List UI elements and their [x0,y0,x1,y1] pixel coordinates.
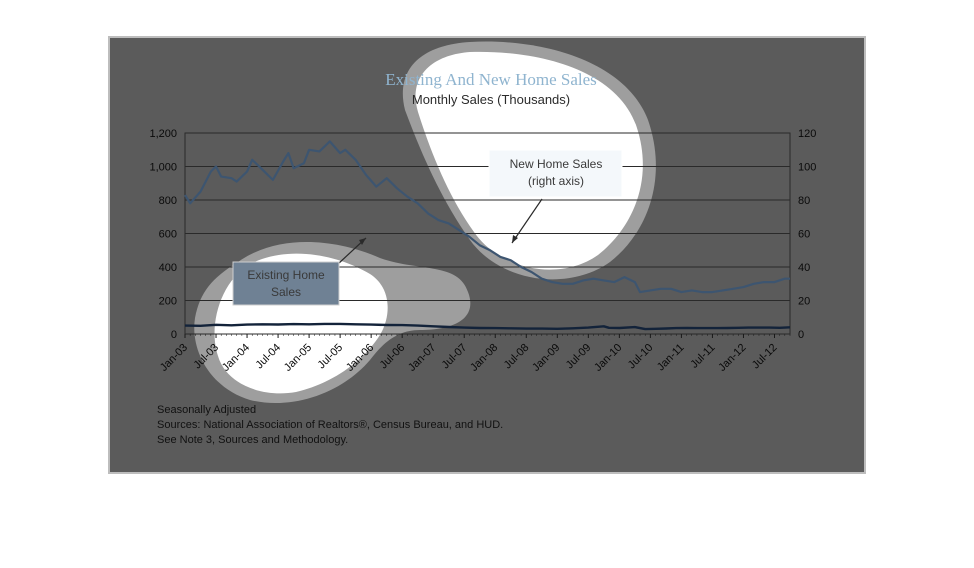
callout-new-home-sales-box [488,149,623,198]
right-axis-tick-label: 20 [798,296,810,308]
callout-new-home-sales-leader [511,198,543,244]
left-axis-tick-label: 600 [159,229,177,241]
callout-existing-home-sales-arrowhead [359,238,366,245]
right-axis-ticks: 0 20 40 60 80 100 120 [798,128,816,341]
right-axis-tick-label: 0 [798,329,804,341]
callout-new-home-sales-line-2: (right axis) [528,174,584,188]
callout-existing-home-sales-line-2: Sales [271,285,301,299]
right-axis-tick-label: 120 [798,128,816,140]
series-lines [184,140,791,331]
callout-existing-home-sales: Existing Home Sales [232,237,367,306]
left-axis-tick-label: 800 [159,195,177,207]
left-axis-tick-label: 200 [159,296,177,308]
left-axis-ticks: 0 200 400 600 800 1,000 1,200 [149,128,177,341]
left-axis-tick-label: 400 [159,262,177,274]
callout-new-home-sales-line-1: New Home Sales [510,157,603,171]
note-methodology: See Note 3, Sources and Methodology. [157,434,348,446]
chart-title: Existing And New Home Sales [385,70,597,89]
right-axis-tick-label: 100 [798,162,816,174]
callout-existing-home-sales-box [232,261,340,306]
right-axis-tick-label: 80 [798,195,810,207]
note-seasonally-adjusted: Seasonally Adjusted [157,404,256,416]
callout-existing-home-sales-line-1: Existing Home [247,268,325,282]
right-axis-tick-label: 40 [798,262,810,274]
chart-subtitle: Monthly Sales (Thousands) [412,92,570,107]
note-sources: Sources: National Association of Realtor… [157,419,503,431]
callout-new-home-sales-arrowhead [512,235,518,243]
callout-new-home-sales: New Home Sales (right axis) [488,149,623,244]
left-axis-tick-label: 0 [171,329,177,341]
series-line-new-home-sales [184,140,790,294]
right-axis-tick-label: 60 [798,229,810,241]
left-axis-tick-label: 1,200 [149,128,177,140]
left-axis-tick-label: 1,000 [149,162,177,174]
series-line-existing-home-sales [184,322,791,331]
